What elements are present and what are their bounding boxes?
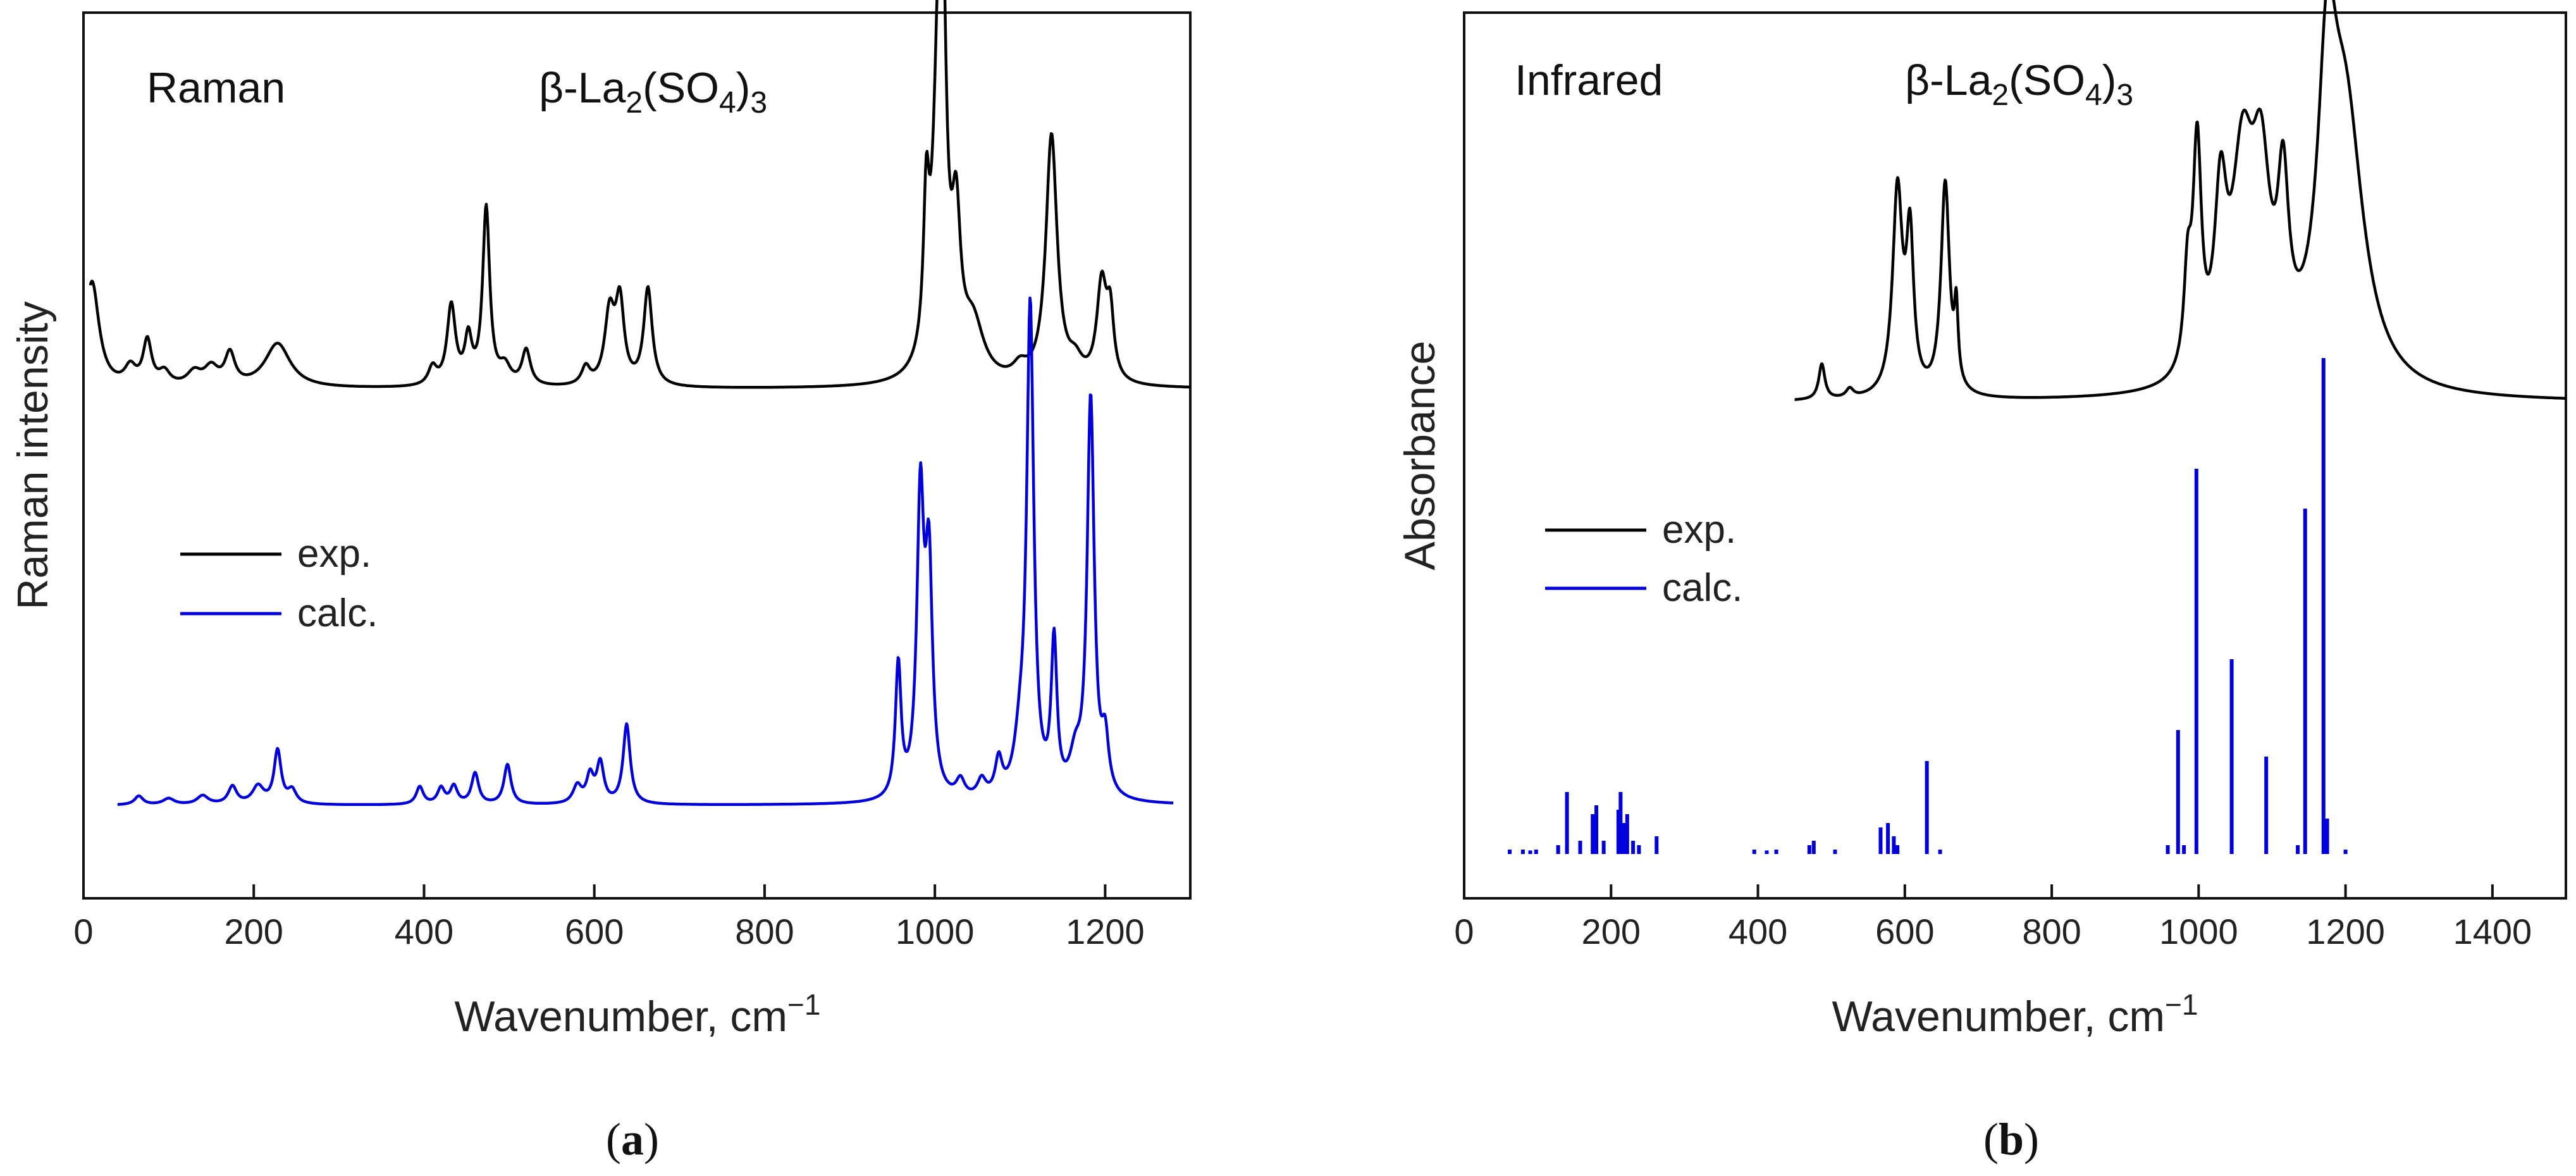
panel-a-y-axis-title: Raman intensity bbox=[9, 301, 57, 610]
x-tick-label: 200 bbox=[225, 912, 283, 951]
panel-b: 0 200 400 600 800 1000 1200 1400 Infrared β-La2… bbox=[1396, 0, 2567, 1165]
panel-a-title: Raman bbox=[147, 64, 285, 112]
x-tick-label: 1200 bbox=[1066, 912, 1145, 951]
panel-a: 0 200 400 600 800 1000 1200 Raman β-La2(SO4)3 … bbox=[9, 0, 1192, 1165]
legend-exp-label: exp. bbox=[297, 532, 371, 576]
panel-b-x-axis-title: Wavenumber, cm−1 bbox=[1832, 988, 2198, 1041]
x-tick-label: 1200 bbox=[2306, 912, 2385, 951]
panel-b-exp-line bbox=[1794, 0, 2567, 401]
legend-calc-label: calc. bbox=[297, 591, 378, 635]
panel-b-legend: exp. calc. bbox=[1545, 508, 1742, 610]
panel-a-x-axis-title: Wavenumber, cm−1 bbox=[455, 988, 821, 1041]
x-tick-label: 200 bbox=[1582, 912, 1641, 951]
x-tick-label: 600 bbox=[1875, 912, 1934, 951]
panel-b-plot-frame bbox=[1463, 11, 2567, 900]
panel-b-y-axis-title: Absorbance bbox=[1396, 341, 1444, 571]
panel-b-title: Infrared bbox=[1515, 56, 1663, 104]
panel-a-legend: exp. calc. bbox=[180, 532, 378, 635]
panel-a-exp-line bbox=[89, 0, 1192, 389]
x-tick-label: 1000 bbox=[2159, 912, 2238, 951]
panel-a-calc-line bbox=[116, 296, 1174, 807]
panel-b-x-ticks: 0 200 400 600 800 1000 1200 1400 bbox=[1454, 884, 2532, 951]
x-tick-label: 400 bbox=[395, 912, 453, 951]
panel-b-caption: (b) bbox=[1983, 1114, 2039, 1165]
x-tick-label: 0 bbox=[73, 912, 93, 951]
x-tick-label: 600 bbox=[565, 912, 624, 951]
legend-calc-label: calc. bbox=[1662, 566, 1742, 610]
legend-exp-label: exp. bbox=[1662, 508, 1736, 552]
panel-a-series bbox=[89, 0, 1192, 807]
panel-a-caption: (a) bbox=[606, 1114, 659, 1165]
panel-a-x-ticks: 0 200 400 600 800 1000 1200 bbox=[73, 884, 1145, 951]
x-tick-label: 0 bbox=[1454, 912, 1474, 951]
x-tick-label: 1000 bbox=[896, 912, 975, 951]
panel-a-formula: β-La2(SO4)3 bbox=[539, 64, 767, 120]
panel-b-formula: β-La2(SO4)3 bbox=[1905, 56, 2133, 112]
panel-a-plot-frame bbox=[82, 11, 1192, 900]
x-tick-label: 800 bbox=[2022, 912, 2081, 951]
panel-b-series bbox=[1508, 0, 2567, 854]
x-tick-label: 400 bbox=[1729, 912, 1787, 951]
x-tick-label: 800 bbox=[735, 912, 794, 951]
x-tick-label: 1400 bbox=[2453, 912, 2532, 951]
